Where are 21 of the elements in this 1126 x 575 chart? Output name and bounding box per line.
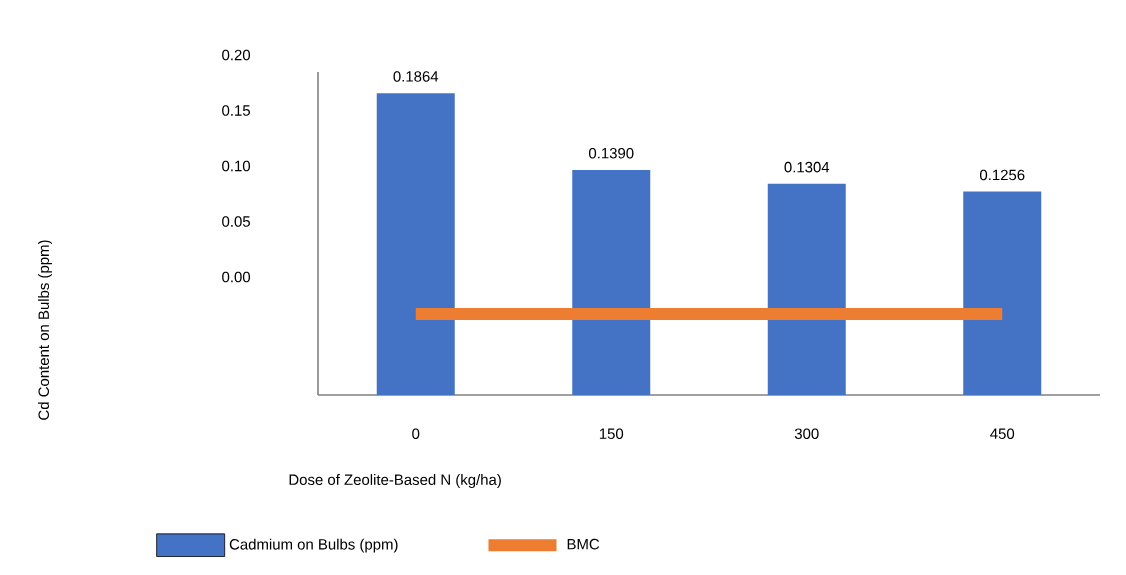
legend-label: Cadmium on Bulbs (ppm) — [229, 538, 398, 553]
text: Cd Content on Bulbs (ppm) — [38, 240, 52, 420]
x-tick-label: 450 — [990, 428, 1015, 439]
data-label: 0.1390 — [588, 147, 634, 159]
text: 0.15 — [222, 105, 250, 116]
text: 0.05 — [222, 216, 250, 227]
text: 0.20 — [222, 49, 251, 61]
text: 0.10 — [222, 160, 251, 172]
data-label: 0.1256 — [979, 169, 1025, 181]
text: 0.00 — [222, 271, 251, 283]
bar — [767, 183, 846, 395]
data-label: 0.1304 — [784, 161, 830, 173]
x-axis-title: Dose of Zeolite-Based N (kg/ha) — [289, 474, 501, 488]
x-tick-label: 0 — [412, 428, 420, 439]
bar — [963, 191, 1042, 395]
legend-label: BMC — [567, 538, 600, 550]
data-label: 0.1864 — [393, 71, 439, 82]
x-tick-label: 300 — [794, 428, 819, 439]
bar — [572, 169, 651, 395]
x-tick-label: 150 — [599, 428, 624, 439]
bar — [376, 93, 455, 395]
